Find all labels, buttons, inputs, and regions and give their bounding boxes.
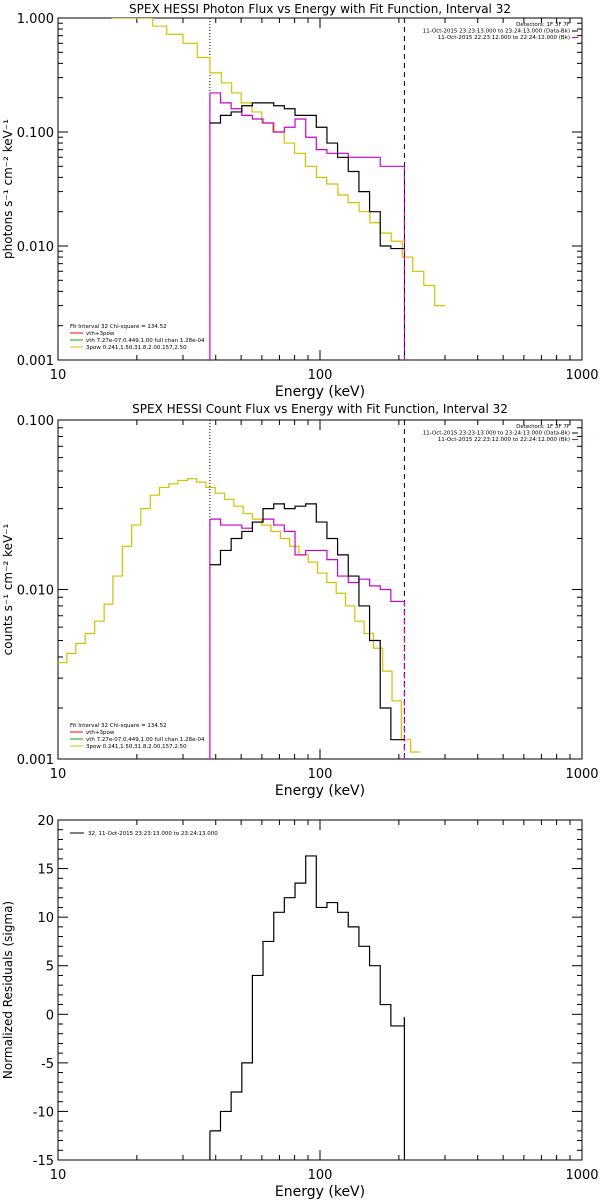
x-axis-label: Energy (keV) [275, 384, 365, 400]
chart-title: SPEX HESSI Count Flux vs Energy with Fit… [132, 402, 508, 416]
series-line-bk [209, 518, 405, 603]
legend-bottom-line: Fit Interval 32 Chi-square = 134.52 [70, 723, 167, 729]
series-line-vth-3pow [111, 18, 446, 307]
y-tick-label: 0.010 [17, 584, 54, 599]
plot-frame [57, 819, 583, 1161]
y-tick-label: -5 [41, 1057, 54, 1072]
y-tick-label: 0.100 [17, 126, 54, 141]
y-axis-label: photons s⁻¹ cm⁻² keV⁻¹ [1, 119, 15, 259]
chart-panel-1: SPEX HESSI Photon Flux vs Energy with Fi… [1, 2, 599, 400]
y-tick-label: 5 [46, 960, 54, 975]
x-tick-label: 100 [308, 1168, 333, 1183]
y-tick-label: -10 [33, 1105, 54, 1120]
series-line-data-bk [209, 102, 405, 250]
x-tick-label: 10 [50, 767, 67, 782]
plot-frame [57, 17, 583, 361]
y-tick-label: 10 [37, 911, 54, 926]
y-tick-label: 0.100 [17, 414, 54, 429]
legend-bottom-line: vth 7.27e-07,0.449,1.00 full chan 1.28e-… [86, 737, 205, 743]
legend-top-line: Detectors: 1F 3F 7F [516, 22, 570, 28]
x-tick-label: 10 [50, 1168, 67, 1183]
x-tick-label: 100 [308, 368, 333, 383]
legend-bottom-line: vth 7.27e-07,0.449,1.00 full chan 1.28e-… [86, 338, 205, 344]
x-tick-label: 1000 [565, 368, 598, 383]
legend-top-line: 11-Oct-2015 23:23:13.000 to 23:24:13.000… [423, 29, 570, 35]
series-line-bk [209, 92, 405, 167]
legend-top-line: 11-Oct-2015 22:23:12.000 to 22:24:12.000… [438, 437, 570, 443]
y-tick-label: 1.000 [17, 12, 54, 27]
plot-frame [57, 419, 583, 760]
chart-panel-3: 10 100 1000 Energy (keV) -15 -10 -5 0 5 10 15 20 Nor… [1, 814, 599, 1200]
legend-bottom-line: 3pow 0.241,1.50,31.8,2.00,157,2.50 [86, 744, 187, 750]
series-line-32-11-oct-2015-23-23-13-000-to-23-24-13-000 [209, 855, 406, 1132]
legend-bottom-line: Fit Interval 32 Chi-square = 134.52 [70, 324, 167, 330]
x-tick-label: 1000 [565, 1168, 598, 1183]
legend-top-line: Detectors: 1F 3F 7F [516, 424, 570, 430]
chart-title: SPEX HESSI Photon Flux vs Energy with Fi… [129, 2, 511, 16]
y-axis-label: counts s⁻¹ cm⁻² keV⁻¹ [1, 523, 15, 655]
y-tick-label: 0.010 [17, 240, 54, 255]
series-line-vth-3pow [58, 478, 420, 753]
x-axis-label: Energy (keV) [275, 783, 365, 799]
y-tick-label: 20 [37, 814, 54, 829]
legend-top-line: 32, 11-Oct-2015 23:23:13.000 to 23:24:13… [88, 831, 218, 837]
x-tick-label: 1000 [565, 767, 598, 782]
legend-bottom-line: vth+3pow [86, 331, 115, 337]
legend-top-line: 11-Oct-2015 22:23:12.000 to 22:24:12.000… [438, 35, 570, 41]
x-tick-label: 100 [308, 767, 333, 782]
series-line-data-bk [209, 503, 405, 741]
x-axis-label: Energy (keV) [275, 1184, 365, 1200]
y-tick-label: 15 [37, 863, 54, 878]
legend-bottom-line: vth+3pow [86, 730, 115, 736]
y-tick-label: 0 [46, 1008, 54, 1023]
y-tick-label: -15 [33, 1154, 54, 1169]
y-tick-label: 0.001 [17, 354, 54, 369]
legend-top-line: 11-Oct-2015 23:23:13.000 to 23:24:13.000… [423, 431, 570, 437]
x-tick-label: 10 [50, 368, 67, 383]
y-tick-label: 0.001 [17, 753, 54, 768]
chart-panel-2: SPEX HESSI Count Flux vs Energy with Fit… [1, 402, 599, 799]
legend-bottom-line: 3pow 0.241,1.50,31.8,2.00,157,2.50 [86, 345, 187, 351]
y-axis-label: Normalized Residuals (sigma) [1, 901, 15, 1079]
